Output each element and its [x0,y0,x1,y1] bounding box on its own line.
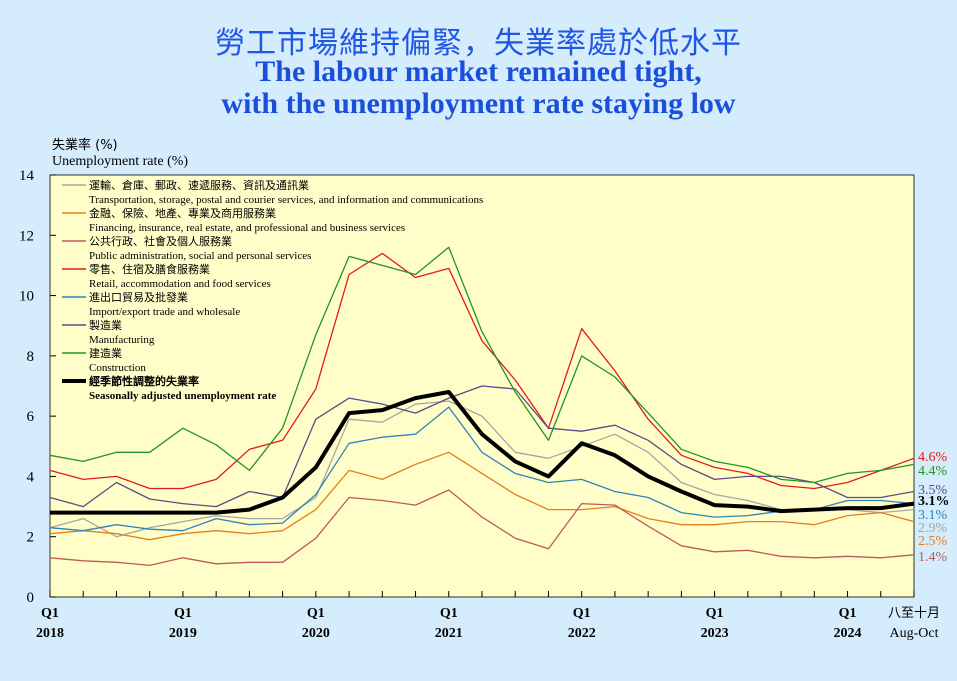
x-tick-year-label: 2024 [834,626,862,641]
y-tick-label: 12 [19,228,34,244]
end-label-1: 2.5% [918,534,948,549]
legend-label-zh-0: 運輸、倉庫、郵政、速遞服務、資訊及通訊業 [89,178,309,192]
legend-label-zh-1: 金融、保險、地產、專業及商用服務業 [89,206,276,220]
legend-label-en-6: Construction [89,362,146,374]
x-tick-label: Q1 [41,606,59,621]
chart-title-english-line2: with the unemployment rate staying low [221,87,736,120]
x-tick-label: 八至十月 [888,606,940,621]
legend-label-en-5: Manufacturing [89,334,155,346]
legend-label-zh-4: 進出口貿易及批發業 [89,290,188,304]
legend-label-en-1: Financing, insurance, real estate, and p… [89,222,405,234]
x-tick-year-label: 2023 [701,626,729,641]
legend-label-en-3: Retail, accommodation and food services [89,278,271,290]
legend: 運輸、倉庫、郵政、速遞服務、資訊及通訊業 Transportation, stor… [62,178,483,402]
legend-label-zh-3: 零售、住宿及膳食服務業 [89,262,210,276]
legend-label-zh-5: 製造業 [89,318,122,332]
y-tick-label: 6 [27,409,35,425]
y-axis: 0 2 4 6 8 10 12 14 [19,168,56,606]
series-line-6 [49,246,915,484]
y-tick-label: 4 [27,469,35,485]
end-label-7: 3.1% [918,494,950,509]
y-tick-label: 0 [27,590,35,606]
end-label-2: 1.4% [918,550,948,565]
x-tick-year-label: 2022 [568,626,596,641]
legend-label-en-2: Public administration, social and person… [89,250,311,262]
chart-title-english-line1: The labour market remained tight, [255,55,702,88]
legend-label-en-0: Transportation, storage, postal and cour… [89,194,483,206]
end-label-4: 3.1% [918,508,948,523]
legend-label-en-7: Seasonally adjusted unemployment rate [89,390,276,402]
legend-label-zh-6: 建造業 [89,346,122,360]
y-axis-label-chinese: 失業率 (%) [52,138,118,153]
y-tick-label: 14 [19,168,35,184]
legend-label-zh-7: 經季節性調整的失業率 [89,374,199,388]
x-tick-year-label: 2018 [36,626,64,641]
x-tick-year-label: 2019 [169,626,197,641]
x-tick-label: Q1 [174,606,192,621]
x-tick-label: Q1 [706,606,724,621]
series-line-4 [49,406,915,532]
x-tick-year-label: 2020 [302,626,330,641]
y-tick-label: 8 [27,349,35,365]
x-tick-label: Q1 [573,606,591,621]
series-line-1 [49,451,915,541]
end-value-labels: 2.9%2.5%1.4%4.6%3.1%3.5%4.4%3.1% [918,450,950,565]
end-label-0: 2.9% [918,521,948,536]
legend-label-en-4: Import/export trade and wholesale [89,306,240,318]
y-tick-label: 10 [19,289,34,305]
chart-title-chinese: 勞工市場維持偏緊，失業率處於低水平 [215,26,742,61]
series-line-7 [50,390,915,515]
x-tick-label: Q1 [440,606,458,621]
y-tick-label: 2 [27,530,35,546]
x-tick-year-label: Aug-Oct [890,626,939,641]
y-axis-label-english: Unemployment rate (%) [52,154,189,169]
x-tick-label: Q1 [307,606,325,621]
series-line-0 [49,400,915,538]
end-label-6: 4.4% [918,464,948,479]
end-label-5: 3.5% [918,483,948,498]
series-line-3 [49,252,915,490]
legend-label-zh-2: 公共行政、社會及個人服務業 [89,234,232,248]
series-line-2 [49,489,915,567]
x-tick-label: Q1 [839,606,857,621]
x-axis: Q1 2018 Q1 2019 Q1 2020 Q1 2021 Q1 2022 Q1 2023 Q1 20… [36,591,940,641]
end-label-3: 4.6% [918,450,948,465]
series-lines [49,246,915,567]
x-tick-year-label: 2021 [435,626,463,641]
series-line-5 [49,385,915,508]
